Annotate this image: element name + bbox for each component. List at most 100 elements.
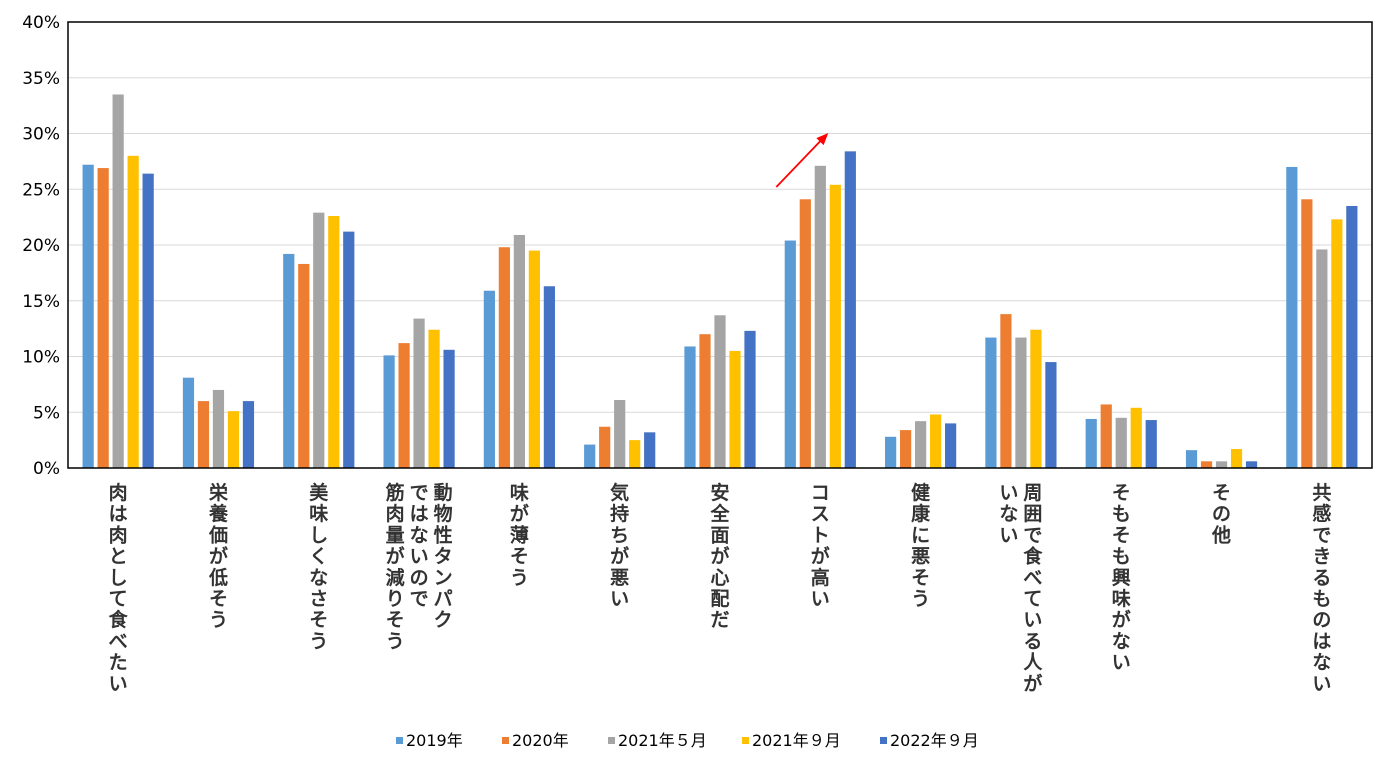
bar	[483, 290, 495, 468]
category-label: ではないので	[410, 482, 429, 610]
bar	[1286, 166, 1298, 468]
bar	[1331, 219, 1343, 468]
bar	[1000, 314, 1012, 468]
bar	[1085, 418, 1097, 468]
bar	[599, 426, 611, 468]
bar	[398, 343, 410, 468]
bar	[614, 399, 626, 468]
legend-label: 2019年	[406, 731, 463, 750]
bar	[513, 234, 525, 468]
bar	[343, 231, 355, 468]
bar	[283, 253, 295, 468]
legend-swatch	[396, 737, 403, 744]
legend: 2019年 2020年 2021年５月 2021年９月 2022年９月	[396, 731, 979, 750]
y-tick-label: 5%	[33, 403, 60, 423]
category-label: コストが高い	[811, 482, 830, 610]
bar	[829, 184, 841, 469]
bar	[313, 212, 325, 468]
bar	[699, 334, 711, 468]
y-tick-label: 40%	[22, 13, 60, 33]
category-label: そもそも興味がない	[1112, 482, 1131, 674]
bar	[985, 337, 997, 468]
bar	[413, 318, 425, 468]
category-label: 共感できるものはない	[1312, 482, 1331, 695]
bar	[799, 199, 811, 468]
category-label: 美味しくなさそう	[309, 481, 329, 652]
legend-label: 2022年９月	[890, 731, 979, 750]
bar	[298, 263, 310, 468]
bar	[844, 151, 856, 468]
category-label: 健康に悪そう	[911, 481, 931, 610]
category-label: その他	[1211, 482, 1231, 546]
bar	[528, 250, 540, 468]
bar	[428, 329, 440, 468]
y-axis: 0% 5% 10% 15% 20% 25% 30% 35% 40%	[22, 13, 60, 479]
bar	[242, 401, 255, 468]
bar	[82, 164, 94, 468]
bar	[1245, 461, 1258, 468]
bar	[1100, 404, 1112, 468]
bar	[684, 346, 696, 468]
bar	[945, 423, 957, 468]
category-label: 栄養価が低そう	[208, 481, 229, 631]
bar	[629, 440, 641, 469]
bar	[885, 436, 897, 468]
bar	[1130, 407, 1142, 468]
bar	[1030, 329, 1042, 468]
y-tick-label: 35%	[22, 69, 60, 89]
bar	[900, 430, 912, 468]
bar	[127, 155, 139, 469]
legend-swatch	[608, 737, 615, 744]
legend-label: 2021年５月	[618, 731, 707, 750]
legend-swatch	[880, 737, 887, 744]
bar	[543, 286, 555, 468]
bar	[784, 240, 796, 468]
y-tick-label: 0%	[33, 459, 60, 479]
bar	[1215, 461, 1228, 468]
y-tick-label: 25%	[22, 180, 60, 200]
bar	[714, 315, 726, 468]
bar	[498, 247, 510, 468]
bar	[1346, 205, 1358, 468]
bar	[814, 165, 826, 468]
plot-area-border	[67, 21, 1373, 469]
legend-label: 2020年	[512, 731, 569, 750]
bar	[1115, 417, 1127, 468]
bar	[915, 421, 927, 468]
bar	[1145, 420, 1157, 468]
legend-swatch	[742, 737, 749, 744]
y-tick-label: 20%	[22, 236, 60, 256]
category-label: 肉は肉として食べたい	[109, 481, 129, 695]
arrow-shaft	[775, 138, 823, 188]
category-label: 安全面が心配だ	[709, 481, 730, 631]
category-label: 動物性タンパク	[434, 482, 453, 631]
y-tick-label: 10%	[22, 348, 60, 368]
category-labels: 肉は肉として食べたい 栄養価が低そう 美味しくなさそう 動物性タンパクではないので筋肉…	[109, 481, 1332, 695]
arrow-head	[816, 133, 829, 146]
bar	[1200, 461, 1213, 468]
category-label: 周囲で食べている人が	[1023, 482, 1043, 695]
bar	[1185, 450, 1198, 468]
bar	[930, 414, 942, 468]
legend-label: 2021年９月	[752, 731, 841, 750]
category-label: 気持ちが悪い	[610, 481, 629, 610]
bar	[328, 216, 340, 468]
bar	[197, 401, 210, 468]
legend-swatch	[502, 737, 509, 744]
bar	[227, 411, 240, 468]
bar	[584, 444, 596, 468]
bar	[1230, 449, 1243, 468]
category-label: いない	[999, 482, 1018, 546]
trend-arrow-annotation	[775, 133, 829, 188]
y-tick-label: 30%	[22, 125, 60, 145]
bar	[383, 355, 395, 468]
bar	[97, 168, 109, 468]
bar	[212, 389, 225, 468]
bar	[1015, 337, 1027, 468]
bar	[644, 432, 656, 468]
bar	[112, 94, 124, 468]
bar	[1045, 362, 1057, 468]
y-tick-label: 15%	[22, 292, 60, 312]
category-label: 味が薄そう	[510, 482, 529, 589]
